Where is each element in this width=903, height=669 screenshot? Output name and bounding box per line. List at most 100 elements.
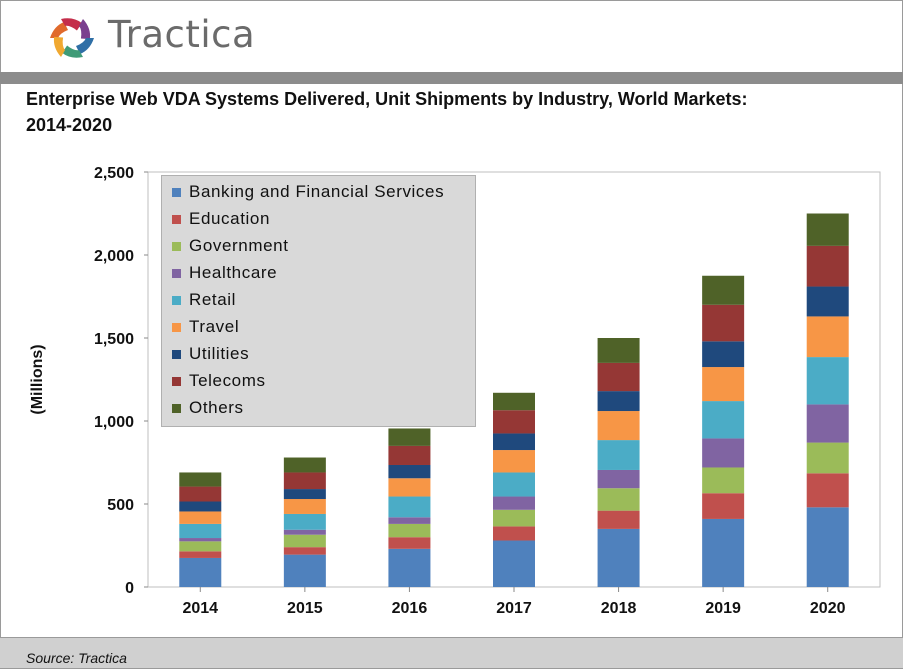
bar-segment xyxy=(806,404,849,443)
bar-segment xyxy=(283,499,326,514)
bar-segment xyxy=(597,411,640,441)
bar-segment xyxy=(283,534,326,548)
logo-petal xyxy=(79,18,91,40)
bar-segment xyxy=(388,464,431,479)
bar-segment xyxy=(806,507,849,587)
bar-segment xyxy=(179,538,222,542)
chart-legend: Banking and Financial Services Education G… xyxy=(161,175,476,427)
chart-title-line-2: 2014-2020 xyxy=(26,115,113,135)
bar-segment xyxy=(179,511,222,524)
legend-label: Banking and Financial Services xyxy=(189,182,445,201)
legend-label: Telecoms xyxy=(189,371,266,390)
legend-swatch xyxy=(172,376,181,386)
bar-segment xyxy=(388,445,431,465)
bar-segment xyxy=(388,428,431,446)
bar-segment xyxy=(493,392,535,411)
bar-segment xyxy=(597,391,640,412)
legend-item: Others xyxy=(172,397,244,419)
bar-segment xyxy=(283,457,326,473)
bar-segment xyxy=(493,472,535,497)
legend-item: Telecoms xyxy=(172,370,266,392)
legend-item: Utilities xyxy=(172,343,249,365)
logo-petal xyxy=(62,45,83,58)
bar-segment xyxy=(388,496,431,518)
bar-segment xyxy=(493,410,535,434)
bar-segment xyxy=(702,275,745,305)
legend-swatch xyxy=(172,268,181,278)
y-tick-label: 1,000 xyxy=(94,414,134,431)
legend-label: Healthcare xyxy=(189,263,278,282)
legend-label: Education xyxy=(189,209,271,228)
legend-swatch xyxy=(172,322,181,332)
bar-segment xyxy=(179,541,222,552)
bar-segment xyxy=(283,472,326,490)
bar-segment xyxy=(806,245,849,287)
bar-segment xyxy=(283,529,326,535)
bar-segment xyxy=(597,469,640,489)
source-note: Source: Tractica xyxy=(26,650,127,666)
x-tick-label: 2014 xyxy=(182,600,218,617)
logo-petal xyxy=(53,36,65,58)
bar-segment xyxy=(179,501,222,512)
legend-swatch xyxy=(172,403,181,413)
legend-item: Retail xyxy=(172,289,236,311)
legend-swatch xyxy=(172,187,181,197)
bar-segment xyxy=(388,523,431,538)
bar-segment xyxy=(283,513,326,530)
legend-label: Utilities xyxy=(189,344,250,363)
legend-item: Government xyxy=(172,235,289,257)
legend-label: Travel xyxy=(189,317,240,336)
header-divider xyxy=(0,72,903,84)
x-tick-label: 2017 xyxy=(496,600,532,617)
legend-swatch xyxy=(172,349,181,359)
legend-swatch xyxy=(172,241,181,251)
x-tick-label: 2018 xyxy=(601,600,637,617)
bar-segment xyxy=(806,473,849,508)
legend-item: Travel xyxy=(172,316,239,338)
bar-segment xyxy=(597,488,640,511)
bar-segment xyxy=(702,493,745,519)
bar-segment xyxy=(597,510,640,529)
x-tick-label: 2015 xyxy=(287,600,323,617)
bar-segment xyxy=(702,438,745,468)
legend-swatch xyxy=(172,214,181,224)
bar-segment xyxy=(702,467,745,494)
legend-item: Banking and Financial Services xyxy=(172,181,444,203)
bar-segment xyxy=(806,316,849,358)
bar-segment xyxy=(597,440,640,470)
footer-bar: Source: Tractica xyxy=(0,637,903,668)
bar-segment xyxy=(702,367,745,402)
bar-segment xyxy=(179,557,222,587)
brand-name: Tractica xyxy=(108,13,256,56)
bar-segment xyxy=(806,357,849,405)
bar-segment xyxy=(179,472,222,487)
bar-segment xyxy=(597,338,640,363)
bar-segment xyxy=(493,509,535,527)
bar-segment xyxy=(179,551,222,558)
bar-segment xyxy=(179,486,222,502)
bar-segment xyxy=(283,554,326,587)
legend-label: Government xyxy=(189,236,289,255)
y-tick-label: 2,500 xyxy=(94,165,134,182)
bar-segment xyxy=(388,478,431,497)
y-tick-label: 1,500 xyxy=(94,331,134,348)
bar-segment xyxy=(283,547,326,555)
y-tick-label: 2,000 xyxy=(94,248,134,265)
chart-title: Enterprise Web VDA Systems Delivered, Un… xyxy=(26,86,886,138)
bar-segment xyxy=(702,401,745,439)
bar-segment xyxy=(806,213,849,246)
legend-label: Retail xyxy=(189,290,237,309)
y-tick-label: 500 xyxy=(107,497,134,514)
bar-segment xyxy=(702,341,745,368)
bar-segment xyxy=(702,304,745,342)
bar-segment xyxy=(597,362,640,392)
x-tick-label: 2016 xyxy=(392,600,428,617)
bar-segment xyxy=(493,450,535,473)
chart-ticks: 0 500 1,000 1,500 2,000 2,500 (Millions) 2014 20… xyxy=(29,165,846,617)
bar-segment xyxy=(493,496,535,510)
chart-bars xyxy=(179,213,849,587)
bar-segment xyxy=(806,442,849,474)
chart-title-line-1: Enterprise Web VDA Systems Delivered, Un… xyxy=(26,89,748,109)
legend-swatch xyxy=(172,295,181,305)
